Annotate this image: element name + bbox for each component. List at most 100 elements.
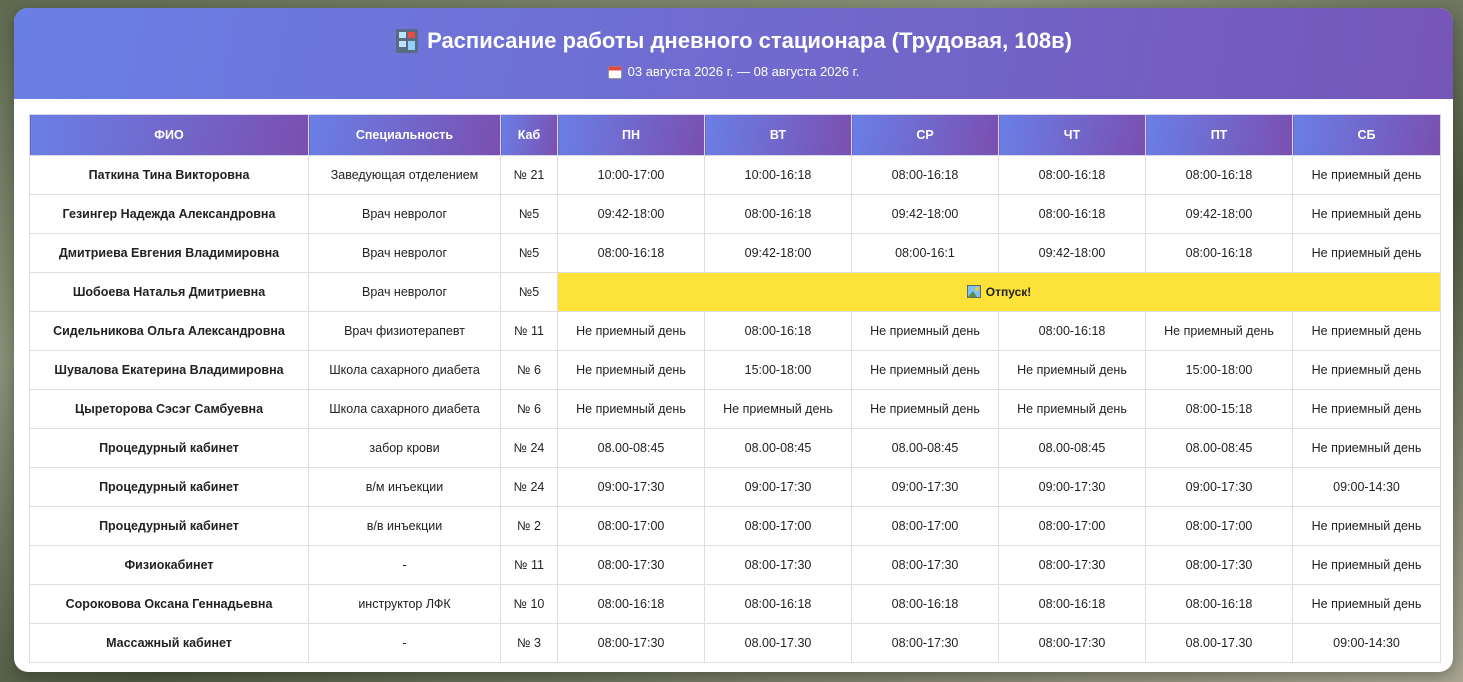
cell: 08:00-17:30 bbox=[998, 545, 1146, 585]
cell: в/в инъекции bbox=[308, 506, 501, 546]
row: Сидельникова Ольга Александровна Врач физ… bbox=[29, 311, 1441, 351]
row: Процедурный кабинет в/в инъекции № 2 08:00-… bbox=[29, 506, 1441, 546]
cell: Школа сахарного диабета bbox=[308, 350, 501, 390]
cell: 09:00-14:30 bbox=[1292, 467, 1441, 507]
name-cell: Паткина Тина Викторовна bbox=[29, 155, 309, 195]
cell: Не приемный день bbox=[1292, 194, 1441, 234]
name-cell: Физиокабинет bbox=[29, 545, 309, 585]
column-header: СБ bbox=[1292, 114, 1441, 156]
cell: 08:00-17:30 bbox=[851, 545, 999, 585]
cell: Не приемный день bbox=[1292, 545, 1441, 585]
cell: № 24 bbox=[500, 428, 558, 468]
row: Массажный кабинет - № 3 08:00-17:30 08.00-17… bbox=[29, 623, 1441, 663]
column-header: ФИО bbox=[29, 114, 309, 156]
cell: 08:00-17:00 bbox=[1145, 506, 1293, 546]
cell: 08:00-16:18 bbox=[998, 155, 1146, 195]
cell: Не приемный день bbox=[557, 389, 705, 429]
schedule-card: Расписание работы дневного стационара (Т… bbox=[14, 8, 1453, 672]
row: Цыреторова Сэсэг Самбуевна Школа сахарног… bbox=[29, 389, 1441, 429]
cell: Не приемный день bbox=[1145, 311, 1293, 351]
cell: 08:00-16:18 bbox=[1145, 584, 1293, 624]
row: Паткина Тина Викторовна Заведующая отделе… bbox=[29, 155, 1441, 195]
cell: 08:00-16:1 bbox=[851, 233, 999, 273]
cell: № 10 bbox=[500, 584, 558, 624]
cell: 08:00-16:18 bbox=[998, 311, 1146, 351]
cell: 09:00-17:30 bbox=[557, 467, 705, 507]
cell: №5 bbox=[500, 233, 558, 273]
cell: Врач невролог bbox=[308, 194, 501, 234]
cell: № 2 bbox=[500, 506, 558, 546]
cell: 09:00-17:30 bbox=[1145, 467, 1293, 507]
cell: 09:00-14:30 bbox=[1292, 623, 1441, 663]
cell: инструктор ЛФК bbox=[308, 584, 501, 624]
cell: 08:00-16:18 bbox=[704, 194, 852, 234]
cell: 08:00-17:00 bbox=[704, 506, 852, 546]
title: Расписание работы дневного стационара (Т… bbox=[427, 28, 1072, 53]
row: Шобоева Наталья Дмитриевна Врач невролог №… bbox=[29, 272, 1441, 312]
cell: 08:00-17:30 bbox=[998, 623, 1146, 663]
cell: Не приемный день bbox=[1292, 233, 1441, 273]
cell: № 6 bbox=[500, 389, 558, 429]
cell: 08:00-16:18 bbox=[998, 584, 1146, 624]
cell: 08:00-16:18 bbox=[851, 155, 999, 195]
title-row: Расписание работы дневного стационара (Т… bbox=[14, 8, 1453, 54]
cell: 08.00-08:45 bbox=[704, 428, 852, 468]
header-row: ФИО Специальность Каб ПН ВТ СР ЧТ ПТ СБ bbox=[29, 114, 1441, 156]
cell: 08:00-15:18 bbox=[1145, 389, 1293, 429]
cell: № 11 bbox=[500, 311, 558, 351]
cell: № 6 bbox=[500, 350, 558, 390]
name-cell: Процедурный кабинет bbox=[29, 467, 309, 507]
row: Процедурный кабинет забор крови № 24 08.00-… bbox=[29, 428, 1441, 468]
cell: 08:00-17:30 bbox=[704, 545, 852, 585]
name-cell: Массажный кабинет bbox=[29, 623, 309, 663]
cell: 08.00-08:45 bbox=[1145, 428, 1293, 468]
cell: 08:00-16:18 bbox=[1145, 233, 1293, 273]
row: Гезингер Надежда Александровна Врач невро… bbox=[29, 194, 1441, 234]
vacation-cell: Отпуск! bbox=[557, 272, 1441, 312]
cell: 09:42-18:00 bbox=[851, 194, 999, 234]
calendar-icon bbox=[607, 65, 622, 79]
cell: Не приемный день bbox=[1292, 155, 1441, 195]
cell: Врач невролог bbox=[308, 272, 501, 312]
dates-row: 03 августа 2026 г. — 08 августа 2026 г. bbox=[14, 64, 1453, 79]
cell: в/м инъекции bbox=[308, 467, 501, 507]
name-cell: Процедурный кабинет bbox=[29, 428, 309, 468]
row: Физиокабинет - № 11 08:00-17:30 08:00-17:30 0… bbox=[29, 545, 1441, 585]
cell: 15:00-18:00 bbox=[704, 350, 852, 390]
cell: Не приемный день bbox=[998, 350, 1146, 390]
name-cell: Сороковова Оксана Геннадьевна bbox=[29, 584, 309, 624]
name-cell: Гезингер Надежда Александровна bbox=[29, 194, 309, 234]
cell: №5 bbox=[500, 194, 558, 234]
column-header: ПН bbox=[557, 114, 705, 156]
cell: 10:00-16:18 bbox=[704, 155, 852, 195]
row: Сороковова Оксана Геннадьевна инструктор … bbox=[29, 584, 1441, 624]
cell: Не приемный день bbox=[557, 311, 705, 351]
cell: Школа сахарного диабета bbox=[308, 389, 501, 429]
cell: 08.00-17.30 bbox=[704, 623, 852, 663]
cell: 08:00-17:30 bbox=[557, 545, 705, 585]
cell: 09:42-18:00 bbox=[704, 233, 852, 273]
cell: 08:00-16:18 bbox=[998, 194, 1146, 234]
cell: забор крови bbox=[308, 428, 501, 468]
cell: № 11 bbox=[500, 545, 558, 585]
hospital-icon bbox=[396, 29, 419, 53]
cell: Не приемный день bbox=[557, 350, 705, 390]
cell: 09:42-18:00 bbox=[1145, 194, 1293, 234]
cell: 08:00-17:30 bbox=[851, 623, 999, 663]
cell: 09:00-17:30 bbox=[998, 467, 1146, 507]
cell: Не приемный день bbox=[1292, 311, 1441, 351]
cell: Не приемный день bbox=[704, 389, 852, 429]
schedule-table: ФИО Специальность Каб ПН ВТ СР ЧТ ПТ СБ Паткина … bbox=[29, 114, 1441, 663]
cell: 08:00-16:18 bbox=[851, 584, 999, 624]
cell: 08:00-17:00 bbox=[851, 506, 999, 546]
cell: 10:00-17:00 bbox=[557, 155, 705, 195]
table-body: Паткина Тина Викторовна Заведующая отделе… bbox=[29, 155, 1441, 663]
cell: Врач физиотерапевт bbox=[308, 311, 501, 351]
cell: 08:00-17:00 bbox=[557, 506, 705, 546]
cell: Не приемный день bbox=[851, 311, 999, 351]
row: Процедурный кабинет в/м инъекции № 24 09:00… bbox=[29, 467, 1441, 507]
dates: 03 августа 2026 г. — 08 августа 2026 г. bbox=[627, 64, 860, 79]
cell: 08:00-16:18 bbox=[557, 584, 705, 624]
vacation-icon bbox=[966, 285, 981, 298]
